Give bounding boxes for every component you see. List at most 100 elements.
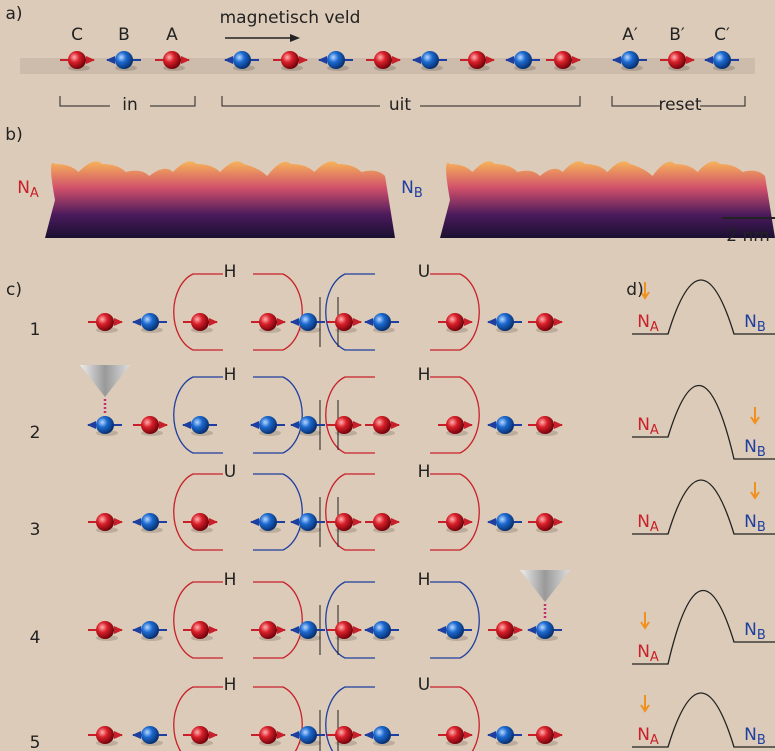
group-label: H	[224, 570, 237, 590]
spin-arrow	[290, 731, 299, 739]
spin-arrow	[132, 626, 141, 634]
spin-arrow	[487, 518, 496, 526]
label-main: N	[744, 620, 757, 640]
label-main: N	[637, 512, 650, 532]
spin-arrow	[114, 731, 123, 739]
spin-arrow	[364, 731, 373, 739]
group-label: H	[224, 262, 237, 282]
spin-arrow	[277, 318, 286, 326]
stm-label: NA	[17, 178, 39, 201]
atom	[259, 416, 277, 434]
spin-arrow	[132, 731, 141, 739]
spin-arrow	[464, 421, 473, 429]
group-bracket	[430, 377, 479, 453]
atom	[299, 726, 317, 744]
state-label: NB	[744, 620, 766, 643]
state-label: NA	[637, 642, 659, 665]
group-label: H	[418, 365, 431, 385]
atom	[496, 416, 514, 434]
atom	[713, 51, 731, 69]
atom	[259, 313, 277, 331]
atom	[335, 416, 353, 434]
group-label: U	[418, 675, 430, 695]
spin-arrow	[464, 518, 473, 526]
atom	[554, 51, 572, 69]
spin-arrow	[364, 626, 373, 634]
range-label: reset	[658, 95, 701, 115]
stm-tip	[80, 365, 130, 397]
spin-arrow	[290, 421, 299, 429]
group-bracket	[430, 274, 479, 350]
state-arrow	[641, 612, 649, 628]
atom-label: B′	[669, 25, 685, 45]
atom	[514, 51, 532, 69]
spin-arrow	[250, 518, 259, 526]
group-bracket	[326, 274, 375, 350]
atom	[191, 621, 209, 639]
panel-label: c)	[6, 280, 22, 300]
label-sub: B	[757, 445, 766, 460]
atom	[496, 726, 514, 744]
atom	[191, 513, 209, 531]
label-main: N	[17, 178, 30, 198]
panel-label: a)	[5, 4, 22, 24]
label-main: N	[744, 512, 757, 532]
label-sub: B	[757, 520, 766, 535]
scale-label: 2 nm	[726, 226, 770, 246]
stm-label: NB	[401, 178, 423, 201]
atom	[446, 416, 464, 434]
row-number: 1	[30, 320, 41, 340]
state-arrow	[751, 407, 759, 423]
label-main: N	[401, 178, 414, 198]
atom	[446, 726, 464, 744]
group-bracket	[174, 582, 223, 658]
range-label: uit	[389, 95, 411, 115]
atom-label: C	[71, 25, 83, 45]
label-sub: A	[650, 650, 659, 665]
atom	[141, 313, 159, 331]
atom-label: A′	[622, 25, 638, 45]
group-bracket	[253, 377, 302, 453]
group-label: H	[418, 462, 431, 482]
atom	[468, 51, 486, 69]
spin-arrow	[290, 318, 299, 326]
atom	[536, 726, 554, 744]
row-number: 3	[30, 520, 41, 540]
panel-label: b)	[5, 125, 22, 145]
label-main: N	[637, 642, 650, 662]
spin-arrow	[487, 421, 496, 429]
spin-arrow	[132, 518, 141, 526]
spin-arrow	[209, 731, 218, 739]
atom	[96, 416, 114, 434]
atom	[446, 621, 464, 639]
label-sub: B	[414, 186, 423, 201]
atom	[259, 513, 277, 531]
figure: a)CBAA′B′C′magnetisch veldinuitresetb)NA…	[0, 0, 775, 751]
label-sub: A	[650, 733, 659, 748]
state-label: NB	[744, 725, 766, 748]
atom	[668, 51, 686, 69]
spin-arrow	[554, 518, 563, 526]
group-bracket	[253, 582, 302, 658]
atom	[373, 513, 391, 531]
group-bracket	[430, 582, 479, 658]
label-main: N	[637, 312, 650, 332]
spin-arrow	[209, 518, 218, 526]
row-number: 5	[30, 733, 41, 751]
state-label: NA	[637, 725, 659, 748]
spin-arrow	[487, 318, 496, 326]
atom	[496, 513, 514, 531]
atom	[191, 416, 209, 434]
spin-arrow	[353, 626, 362, 634]
spin-arrow	[277, 626, 286, 634]
state-arrow	[641, 695, 649, 711]
spin-arrow	[554, 731, 563, 739]
atom	[374, 51, 392, 69]
row-number: 2	[30, 423, 41, 443]
label-main: N	[744, 437, 757, 457]
group-bracket	[174, 474, 223, 550]
atom	[259, 621, 277, 639]
label-sub: B	[757, 628, 766, 643]
spin-arrow	[391, 518, 400, 526]
atom	[68, 51, 86, 69]
